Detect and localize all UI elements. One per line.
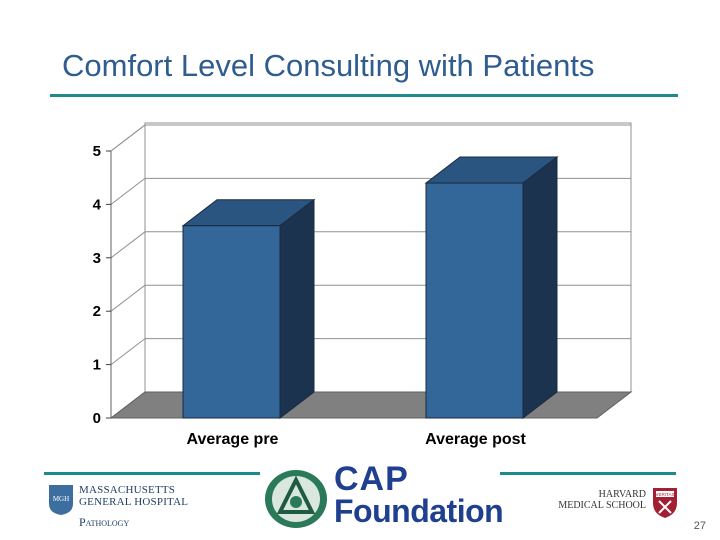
hms-logo: HARVARD MEDICAL SCHOOL xyxy=(558,489,646,511)
mgh-line1: MASSACHUSETTS xyxy=(79,484,176,496)
x-tick-label: Average pre xyxy=(187,431,279,448)
gridline-side xyxy=(110,178,146,205)
y-tick-label: 1 xyxy=(93,357,101,374)
x-tick-label: Average post xyxy=(425,431,526,448)
cap-line1: CAP xyxy=(334,460,409,498)
gridline-side xyxy=(110,231,146,259)
y-tick-label: 4 xyxy=(93,196,102,213)
y-tick-label: 3 xyxy=(93,250,101,267)
harvard-shield-icon: VERITAS xyxy=(653,488,677,518)
side-wall-top-edge xyxy=(110,124,146,152)
y-tick-label: 5 xyxy=(93,143,101,160)
hms-line2: MEDICAL SCHOOL xyxy=(558,500,646,511)
footer-divider-right xyxy=(500,472,676,475)
footer-divider-left xyxy=(44,472,260,475)
mgh-line3: Pathology xyxy=(79,515,130,529)
mgh-seal-text: MGH xyxy=(53,495,69,503)
bar-side xyxy=(279,198,315,420)
gridline-side xyxy=(110,338,146,365)
hms-line1: HARVARD xyxy=(598,489,646,500)
y-tick-label: 0 xyxy=(93,410,101,427)
bar xyxy=(182,225,281,419)
cap-line2: Foundation xyxy=(334,493,504,529)
bar-side xyxy=(522,156,558,420)
mgh-logo: MASSACHUSETTS GENERAL HOSPITAL Pathology xyxy=(79,484,188,528)
bar xyxy=(425,182,524,419)
gridline-side xyxy=(110,284,146,312)
mgh-line2: GENERAL HOSPITAL xyxy=(79,496,189,508)
cap-foundation-logo: CAP Foundation xyxy=(334,460,504,529)
title-divider xyxy=(50,94,678,97)
cap-foundation-icon xyxy=(265,470,327,528)
slide-title: Comfort Level Consulting with Patients xyxy=(62,48,595,83)
hms-shield-text: VERITAS xyxy=(656,492,675,497)
y-tick-label: 2 xyxy=(93,303,101,320)
page-number: 27 xyxy=(693,520,706,532)
mgh-seal-icon: MGH xyxy=(49,485,73,515)
